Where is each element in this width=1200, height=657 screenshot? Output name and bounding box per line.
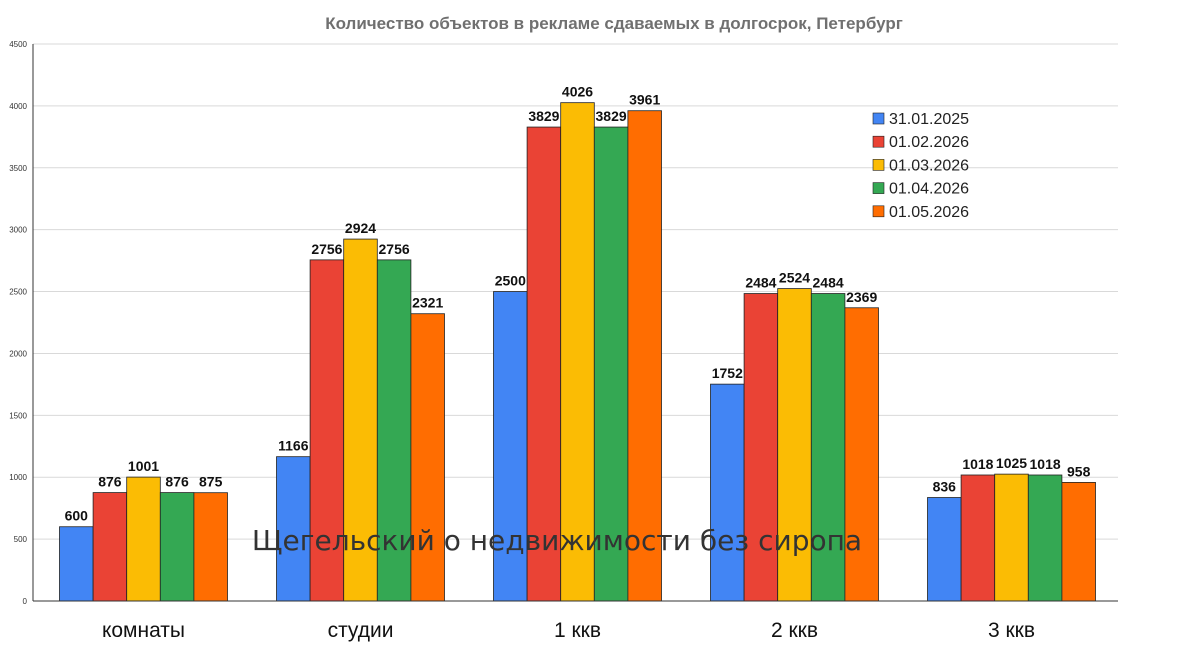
bar-5-4	[1027, 474, 1063, 602]
data-label: 2756	[311, 241, 342, 257]
bar-2-4	[376, 259, 412, 602]
data-label: 1018	[962, 456, 993, 472]
legend-swatch	[872, 205, 885, 218]
data-label: 1001	[128, 458, 159, 474]
bar-3-3	[560, 102, 595, 602]
bar-2-2	[309, 259, 345, 602]
x-tick-label: 2 ккв	[771, 619, 818, 642]
legend-swatch	[872, 135, 885, 148]
y-tick-label: 500	[14, 535, 28, 544]
data-label: 3829	[596, 108, 627, 124]
bar-4-5	[844, 307, 879, 602]
bar-5-5	[1061, 482, 1096, 602]
data-label: 1025	[996, 455, 1027, 471]
data-label: 600	[65, 508, 89, 524]
data-label: 876	[165, 474, 189, 490]
data-label: 1018	[1030, 456, 1061, 472]
data-label: 3829	[528, 108, 559, 124]
bar-3-1	[493, 291, 528, 602]
bar-4-1	[710, 383, 745, 602]
legend-label: 01.04.2026	[889, 181, 969, 198]
y-tick-label: 3000	[9, 226, 27, 235]
data-label: 4026	[562, 84, 593, 100]
y-tick-label: 4500	[9, 40, 27, 49]
legend-swatch	[872, 112, 885, 125]
data-label: 958	[1067, 463, 1091, 479]
data-label: 2924	[345, 220, 376, 236]
x-axis-ticks: комнаты студии 1 ккв 2 ккв 3 ккв	[102, 619, 1035, 642]
bar-3-4	[593, 126, 629, 602]
y-tick-label: 0	[23, 597, 28, 606]
bar-5-1	[927, 497, 962, 602]
y-tick-label: 1000	[9, 473, 27, 482]
legend-label: 01.03.2026	[889, 157, 969, 174]
bar-1-4	[159, 492, 195, 602]
data-label: 875	[199, 474, 223, 490]
y-tick-label: 3500	[9, 164, 27, 173]
legend: 31.01.2025 01.02.2026 01.03.2026 01.04.2026…	[872, 111, 969, 221]
bar-3-5	[627, 110, 662, 602]
y-tick-label: 1500	[9, 411, 27, 420]
data-label: 2756	[379, 241, 410, 257]
bar-1-5	[193, 492, 228, 602]
bar-2-5	[410, 313, 445, 602]
legend-label: 01.05.2026	[889, 204, 969, 221]
x-tick-label: студии	[328, 619, 394, 642]
data-label: 1166	[278, 438, 309, 454]
x-tick-label: 1 ккв	[554, 619, 601, 642]
legend-swatch	[872, 159, 885, 171]
data-label: 2484	[813, 275, 844, 291]
data-label: 1752	[712, 365, 743, 381]
bar-4-2	[743, 293, 779, 602]
bar-2-3	[343, 238, 378, 602]
data-label: 2369	[846, 289, 877, 305]
bar-5-2	[960, 474, 996, 602]
data-label: 836	[933, 479, 957, 495]
x-tick-label: комнаты	[102, 619, 185, 642]
bar-1-1	[59, 526, 94, 602]
bar-1-3	[126, 476, 161, 602]
bar-2-1	[276, 456, 311, 602]
legend-swatch	[872, 182, 885, 194]
axes	[32, 44, 1118, 602]
legend-label: 01.02.2026	[889, 134, 969, 151]
y-tick-label: 2000	[9, 349, 27, 358]
bar-4-3	[777, 288, 812, 602]
y-tick-label: 4000	[9, 102, 27, 111]
bars	[59, 102, 1096, 602]
y-axis-ticks: 0 500 1000 1500 2000 2500 3000 3500 4000 4500	[9, 40, 27, 606]
data-label: 876	[98, 474, 122, 490]
data-label: 2321	[412, 295, 443, 311]
data-label: 2484	[745, 275, 776, 291]
chart-title: Количество объектов в рекламе сдаваемых …	[325, 14, 903, 33]
y-tick-label: 2500	[9, 288, 27, 297]
x-tick-label: 3 ккв	[988, 619, 1035, 642]
bar-4-4	[810, 293, 846, 602]
data-label: 3961	[629, 92, 660, 108]
data-label: 2524	[779, 270, 810, 286]
bar-1-2	[92, 492, 128, 602]
data-label: 2500	[495, 273, 526, 289]
watermark-annotation: Щегельский о недвижимости без сиропа	[252, 524, 862, 557]
bar-5-3	[994, 473, 1029, 602]
legend-label: 31.01.2025	[889, 111, 969, 128]
